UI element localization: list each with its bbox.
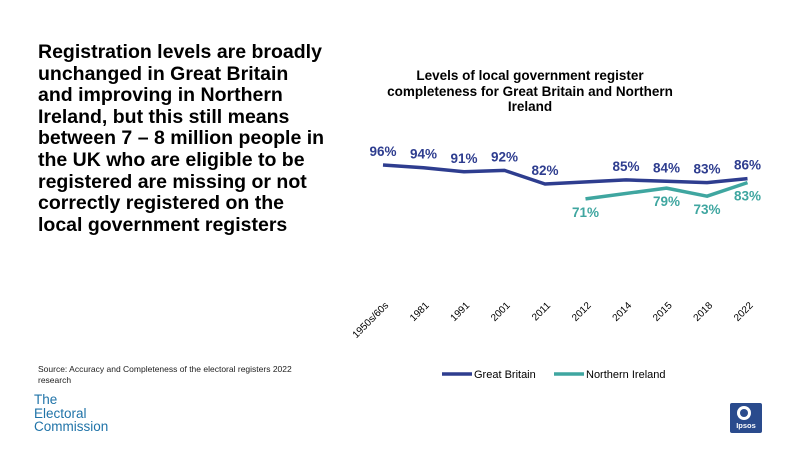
x-tick-label: 2012 [570, 300, 594, 324]
legend-label-great-britain: Great Britain [474, 369, 536, 381]
data-label: 71% [572, 205, 599, 220]
headline: Registration levels are broadly unchange… [38, 41, 325, 236]
ipsos-logo: Ipsos [730, 403, 762, 433]
data-label: 85% [612, 159, 639, 174]
data-label: 82% [531, 163, 558, 178]
data-label: 96% [369, 144, 396, 159]
data-label: 92% [491, 149, 518, 164]
ipsos-logo-text: Ipsos [736, 421, 756, 430]
chart-title: Levels of local government register comp… [387, 68, 673, 114]
ipsos-ring-icon [737, 406, 751, 420]
data-label: 84% [653, 160, 680, 175]
x-tick-label: 2011 [530, 300, 553, 323]
data-label: 73% [693, 202, 720, 217]
electoral-commission-logo: The Electoral Commission [34, 393, 108, 434]
logo-line-2: Electoral [34, 405, 87, 421]
series-line-northern-ireland [585, 180, 749, 201]
data-label: 91% [450, 151, 477, 166]
x-tick-label: 2018 [692, 300, 716, 324]
data-label: 83% [734, 189, 761, 204]
x-tick-label: 2022 [732, 300, 756, 324]
x-tick-label: 2001 [489, 300, 513, 324]
x-tick-label: 1991 [449, 300, 473, 324]
source-note: Source: Accuracy and Completeness of the… [38, 364, 292, 385]
logo-line-3: Commission [34, 419, 109, 434]
legend-label-northern-ireland: Northern Ireland [586, 369, 666, 381]
data-label: 79% [653, 194, 680, 209]
data-label: 86% [734, 158, 761, 173]
x-tick-label: 1950s/60s [351, 300, 391, 340]
data-label: 83% [693, 162, 720, 177]
x-tick-label: 2015 [651, 300, 675, 324]
logo-line-1: The [34, 392, 58, 407]
x-tick-label: 2014 [611, 300, 635, 324]
data-label: 94% [410, 147, 437, 162]
x-tick-label: 1981 [408, 300, 432, 324]
